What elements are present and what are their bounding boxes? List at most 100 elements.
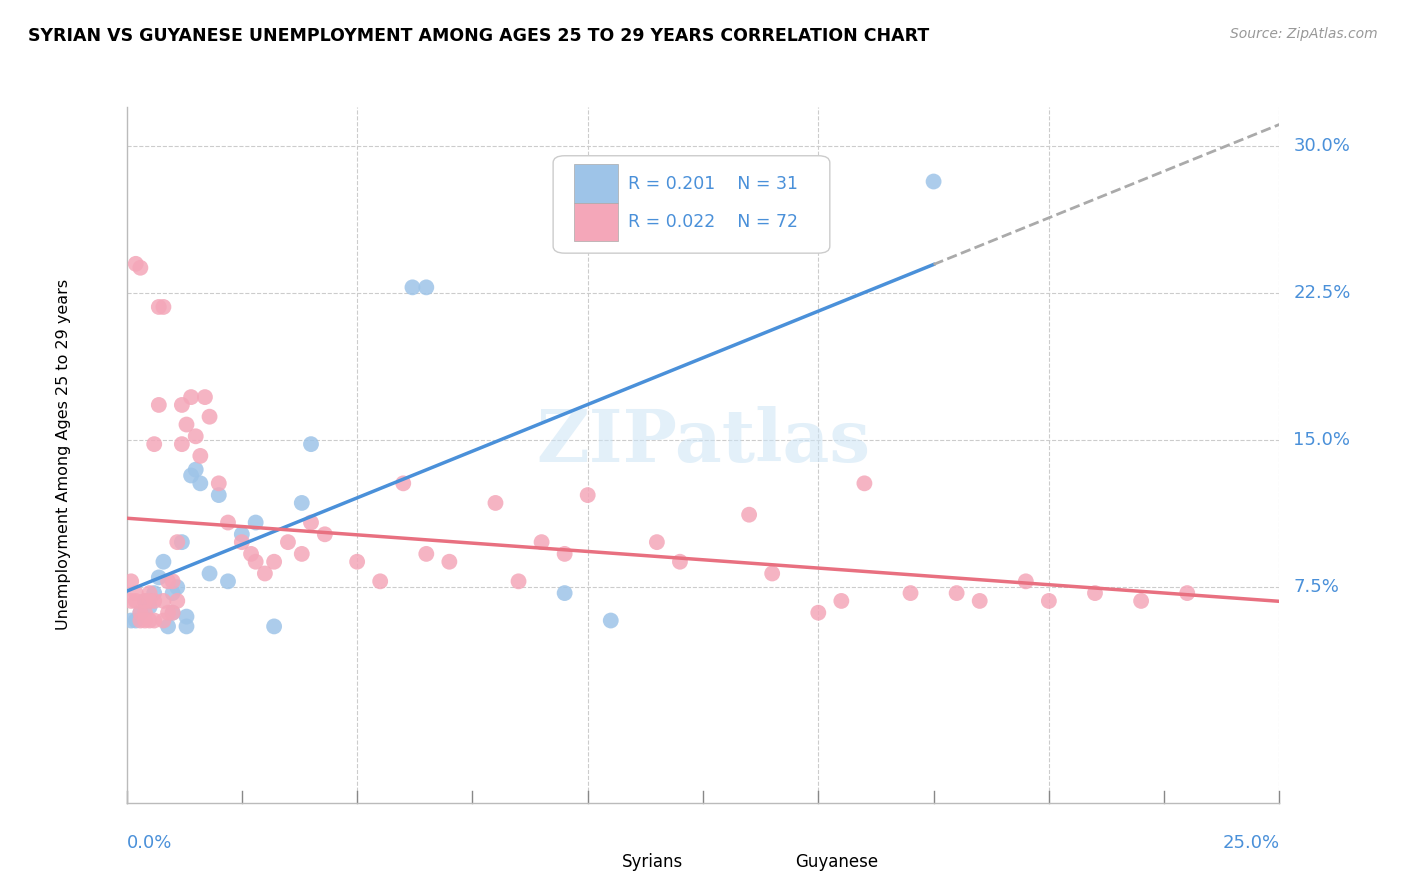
Point xyxy=(263,555,285,569)
Point xyxy=(134,594,156,608)
Point xyxy=(194,390,217,404)
Point xyxy=(125,257,148,271)
Point xyxy=(170,437,193,451)
Point xyxy=(138,599,160,614)
FancyBboxPatch shape xyxy=(565,845,609,880)
Text: 22.5%: 22.5% xyxy=(1294,285,1351,302)
Point xyxy=(184,462,207,476)
Point xyxy=(738,508,761,522)
Point xyxy=(166,580,188,594)
Text: SYRIAN VS GUYANESE UNEMPLOYMENT AMONG AGES 25 TO 29 YEARS CORRELATION CHART: SYRIAN VS GUYANESE UNEMPLOYMENT AMONG AG… xyxy=(28,27,929,45)
Point xyxy=(198,409,221,424)
Point xyxy=(253,566,276,581)
Point xyxy=(129,614,152,628)
Point xyxy=(138,594,160,608)
Point xyxy=(148,300,170,314)
Point xyxy=(125,614,148,628)
Point xyxy=(599,614,621,628)
Point xyxy=(157,574,180,589)
Point xyxy=(152,594,174,608)
Point xyxy=(170,535,193,549)
Text: R = 0.022    N = 72: R = 0.022 N = 72 xyxy=(628,213,799,231)
FancyBboxPatch shape xyxy=(574,164,617,202)
Point xyxy=(188,476,211,491)
Point xyxy=(148,570,170,584)
Point xyxy=(299,516,322,530)
Point xyxy=(263,619,285,633)
Point xyxy=(231,527,253,541)
Point xyxy=(134,594,156,608)
FancyBboxPatch shape xyxy=(738,845,782,880)
Point xyxy=(143,614,166,628)
Point xyxy=(1130,594,1153,608)
Point xyxy=(508,574,530,589)
Point xyxy=(669,555,692,569)
Point xyxy=(392,476,415,491)
Point xyxy=(208,476,231,491)
Point xyxy=(576,488,599,502)
Text: Unemployment Among Ages 25 to 29 years: Unemployment Among Ages 25 to 29 years xyxy=(56,279,70,631)
Point xyxy=(969,594,991,608)
Point xyxy=(645,535,668,549)
Point xyxy=(162,606,184,620)
Point xyxy=(245,516,267,530)
Point xyxy=(152,300,174,314)
Point xyxy=(138,586,160,600)
Point xyxy=(291,547,314,561)
Point xyxy=(180,390,202,404)
Text: 25.0%: 25.0% xyxy=(1222,834,1279,852)
Point xyxy=(152,614,174,628)
Point xyxy=(217,516,239,530)
Point xyxy=(439,555,461,569)
Point xyxy=(1038,594,1060,608)
Point xyxy=(198,566,221,581)
Point xyxy=(900,586,922,600)
Text: 15.0%: 15.0% xyxy=(1294,431,1350,450)
Point xyxy=(143,594,166,608)
Point xyxy=(143,437,166,451)
Text: Source: ZipAtlas.com: Source: ZipAtlas.com xyxy=(1230,27,1378,41)
Point xyxy=(1084,586,1107,600)
Point xyxy=(231,535,253,549)
Point xyxy=(129,606,152,620)
Point xyxy=(299,437,322,451)
Point xyxy=(401,280,423,294)
Point xyxy=(188,449,211,463)
Point xyxy=(314,527,336,541)
Point xyxy=(134,614,156,628)
Point xyxy=(554,547,576,561)
Point xyxy=(148,398,170,412)
Point xyxy=(138,614,160,628)
FancyBboxPatch shape xyxy=(553,156,830,253)
Text: Syrians: Syrians xyxy=(623,853,683,871)
Point xyxy=(125,586,148,600)
Point xyxy=(157,619,180,633)
Text: 0.0%: 0.0% xyxy=(127,834,172,852)
Point xyxy=(125,594,148,608)
Point xyxy=(157,606,180,620)
Point xyxy=(184,429,207,443)
Point xyxy=(415,280,437,294)
Point xyxy=(166,594,188,608)
Point xyxy=(277,535,299,549)
Point xyxy=(180,468,202,483)
Point xyxy=(1175,586,1198,600)
Point xyxy=(415,547,437,561)
Point xyxy=(170,398,193,412)
Point xyxy=(129,260,152,275)
Point xyxy=(176,619,198,633)
Point xyxy=(368,574,391,589)
Point xyxy=(152,555,174,569)
Text: R = 0.201    N = 31: R = 0.201 N = 31 xyxy=(628,175,799,193)
Point xyxy=(245,555,267,569)
Point xyxy=(176,609,198,624)
Point xyxy=(120,594,142,608)
Point xyxy=(162,586,184,600)
Point xyxy=(807,606,830,620)
Point xyxy=(120,574,142,589)
Text: Guyanese: Guyanese xyxy=(796,853,879,871)
Point xyxy=(166,535,188,549)
Point xyxy=(134,606,156,620)
Text: ZIPatlas: ZIPatlas xyxy=(536,406,870,476)
Point xyxy=(530,535,553,549)
